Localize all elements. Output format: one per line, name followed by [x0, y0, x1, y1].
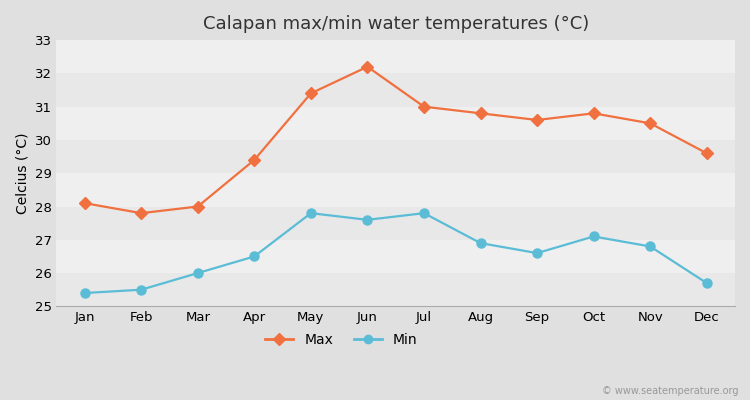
Bar — [56, 40, 735, 73]
Title: Calapan max/min water temperatures (°C): Calapan max/min water temperatures (°C) — [202, 15, 589, 33]
Bar — [56, 273, 735, 306]
Bar — [56, 173, 735, 206]
Legend: Max, Min: Max, Min — [260, 328, 423, 353]
Bar — [56, 240, 735, 273]
Bar — [56, 206, 735, 240]
Text: © www.seatemperature.org: © www.seatemperature.org — [602, 386, 739, 396]
Bar — [56, 107, 735, 140]
Bar — [56, 140, 735, 173]
Bar — [56, 73, 735, 107]
Y-axis label: Celcius (°C): Celcius (°C) — [15, 132, 29, 214]
